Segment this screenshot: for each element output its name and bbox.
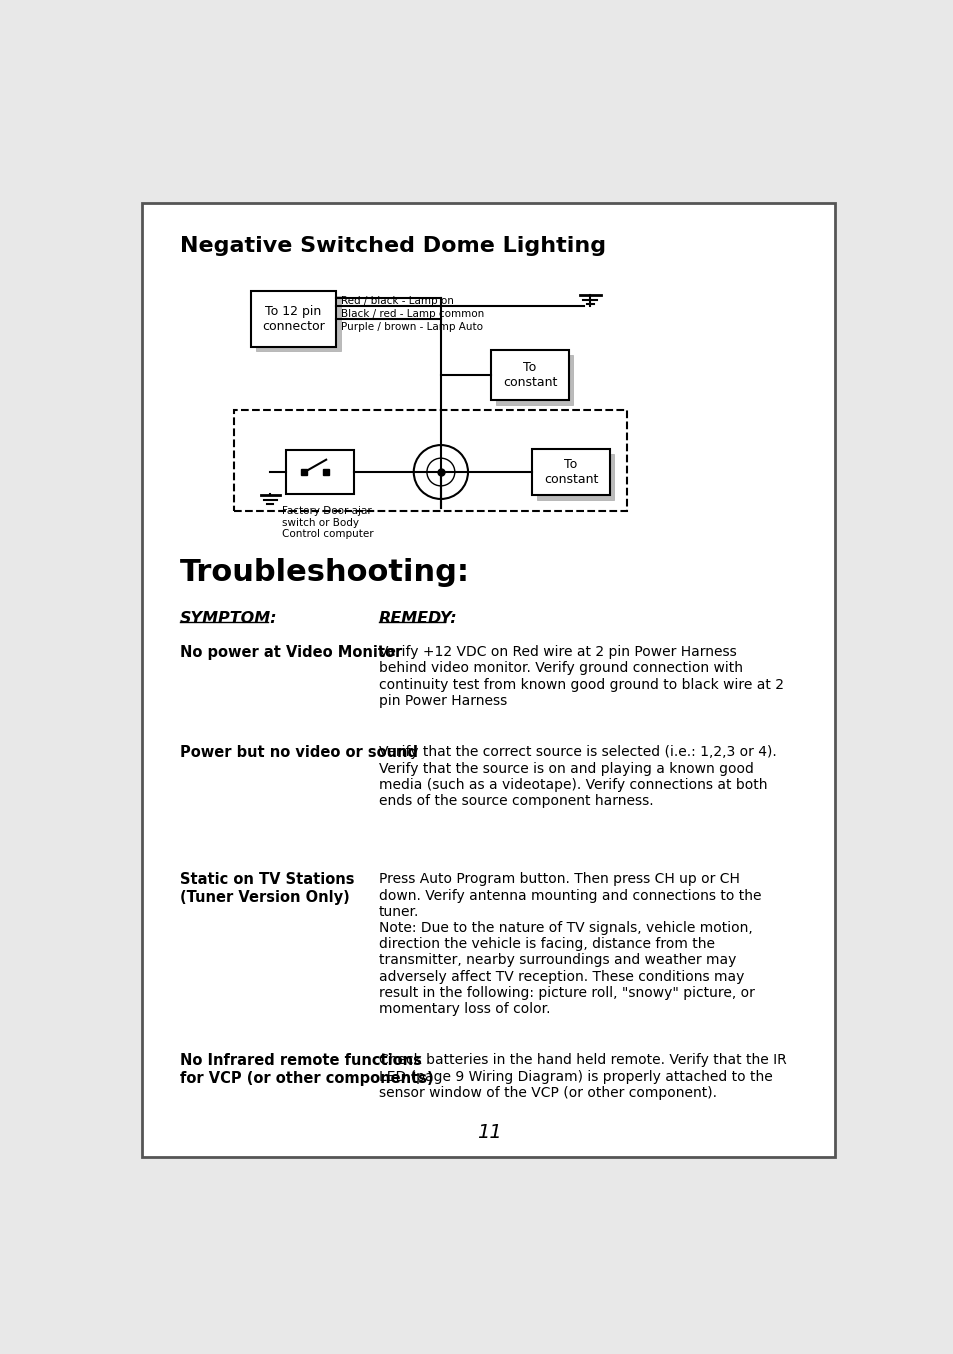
Text: To
constant: To constant bbox=[543, 458, 598, 486]
Bar bbox=[491, 351, 568, 401]
Text: To
constant: To constant bbox=[502, 362, 557, 390]
Text: To 12 pin
connector: To 12 pin connector bbox=[262, 305, 325, 333]
Bar bbox=[233, 410, 626, 510]
Text: Factory Door ajar
switch or Body
Control computer: Factory Door ajar switch or Body Control… bbox=[282, 506, 374, 539]
Text: Troubleshooting:: Troubleshooting: bbox=[179, 558, 469, 588]
Text: Verify +12 VDC on Red wire at 2 pin Power Harness
behind video monitor. Verify g: Verify +12 VDC on Red wire at 2 pin Powe… bbox=[378, 646, 783, 708]
Text: Static on TV Stations
(Tuner Version Only): Static on TV Stations (Tuner Version Onl… bbox=[179, 872, 354, 904]
Bar bbox=[496, 355, 573, 405]
Text: No Infrared remote functions
for VCP (or other components): No Infrared remote functions for VCP (or… bbox=[179, 1053, 433, 1086]
Text: REMEDY:: REMEDY: bbox=[378, 611, 457, 626]
Bar bbox=[286, 451, 354, 494]
Text: Check batteries in the hand held remote. Verify that the IR
LED (page 9 Wiring D: Check batteries in the hand held remote.… bbox=[378, 1053, 786, 1099]
Text: SYMPTOM:: SYMPTOM: bbox=[179, 611, 277, 626]
Text: Purple / brown - Lamp Auto: Purple / brown - Lamp Auto bbox=[340, 322, 482, 332]
Bar bbox=[255, 295, 340, 351]
Text: Negative Switched Dome Lighting: Negative Switched Dome Lighting bbox=[179, 237, 605, 256]
Text: Press Auto Program button. Then press CH up or CH
down. Verify antenna mounting : Press Auto Program button. Then press CH… bbox=[378, 872, 760, 1016]
Bar bbox=[532, 450, 609, 496]
Text: Red / black - Lamp on: Red / black - Lamp on bbox=[340, 295, 454, 306]
Bar bbox=[251, 291, 335, 347]
Bar bbox=[537, 454, 614, 500]
Text: Power but no video or sound: Power but no video or sound bbox=[179, 745, 417, 761]
Text: Black / red - Lamp common: Black / red - Lamp common bbox=[340, 309, 483, 318]
Text: 11: 11 bbox=[476, 1122, 500, 1141]
Text: No power at Video Monitor: No power at Video Monitor bbox=[179, 646, 401, 661]
Text: Verify that the correct source is selected (i.e.: 1,2,3 or 4).
Verify that the s: Verify that the correct source is select… bbox=[378, 745, 776, 808]
